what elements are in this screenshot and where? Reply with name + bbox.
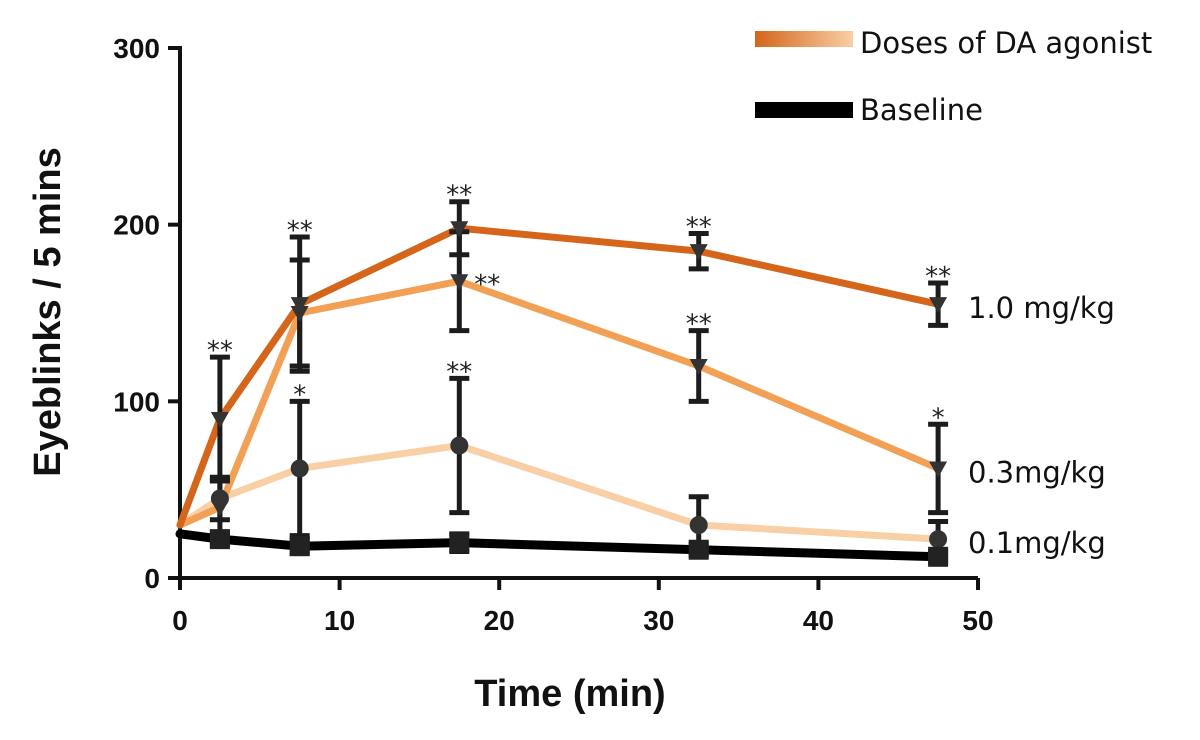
data-point (209, 529, 230, 550)
data-point (929, 530, 948, 549)
x-tick-label: 20 (484, 605, 515, 636)
y-axis-title: Eyeblinks / 5 mins (27, 147, 69, 476)
series-line (176, 442, 942, 543)
significance-star: ** (207, 336, 233, 366)
data-point (450, 274, 469, 291)
significance-star: ** (686, 213, 712, 243)
data-point (929, 461, 948, 478)
data-point (689, 244, 708, 261)
data-point (689, 516, 708, 534)
data-point (290, 297, 309, 314)
series-line (176, 224, 942, 529)
significance-star: ** (446, 181, 472, 211)
x-tick-label: 50 (962, 605, 993, 636)
error-bars (209, 199, 949, 565)
series-label: 1.0 mg/kg (968, 291, 1115, 325)
y-tick-label: 100 (113, 386, 160, 417)
data-point (928, 546, 949, 567)
significance-stars: ****************** (207, 181, 951, 434)
series-label: 0.3mg/kg (968, 455, 1106, 489)
axes (178, 46, 978, 580)
significance-star: ** (287, 216, 313, 246)
significance-star: ** (446, 357, 472, 387)
series-labels: 1.0 mg/kg 0.3mg/kg 0.1mg/kg (968, 291, 1115, 560)
series-line (176, 277, 942, 529)
x-tick-label: 40 (803, 605, 834, 636)
data-point (449, 532, 470, 553)
data-point (210, 412, 229, 428)
legend-swatch-baseline (755, 102, 853, 118)
legend-swatch-doses (755, 31, 853, 47)
significance-star: ** (686, 310, 712, 340)
x-ticks: 0 10 20 30 40 50 (172, 578, 994, 636)
legend-label-baseline: Baseline (860, 93, 983, 127)
y-tick-label: 200 (113, 210, 160, 241)
significance-star: ** (474, 270, 500, 300)
data-point (290, 459, 309, 478)
y-tick-label: 300 (113, 33, 160, 64)
significance-star: ** (925, 262, 951, 292)
significance-star: * (293, 380, 306, 410)
data-point (290, 306, 309, 322)
data-point (689, 359, 708, 375)
data-point (450, 436, 469, 455)
markers (209, 221, 949, 567)
x-tick-label: 0 (172, 605, 188, 636)
data-point (929, 297, 948, 314)
x-axis-title: Time (min) (474, 673, 665, 715)
x-tick-label: 30 (643, 605, 674, 636)
legend: Doses of DA agonist Baseline (755, 26, 1152, 127)
significance-star: * (932, 403, 945, 433)
x-tick-label: 10 (324, 605, 355, 636)
data-point (210, 489, 229, 508)
y-tick-label: 0 (144, 563, 160, 594)
data-point (450, 221, 469, 238)
y-ticks: 0 100 200 300 (113, 33, 180, 594)
legend-label-doses: Doses of DA agonist (860, 26, 1152, 60)
data-point (688, 539, 709, 560)
series-label: 0.1mg/kg (968, 526, 1106, 560)
data-point (289, 536, 310, 557)
